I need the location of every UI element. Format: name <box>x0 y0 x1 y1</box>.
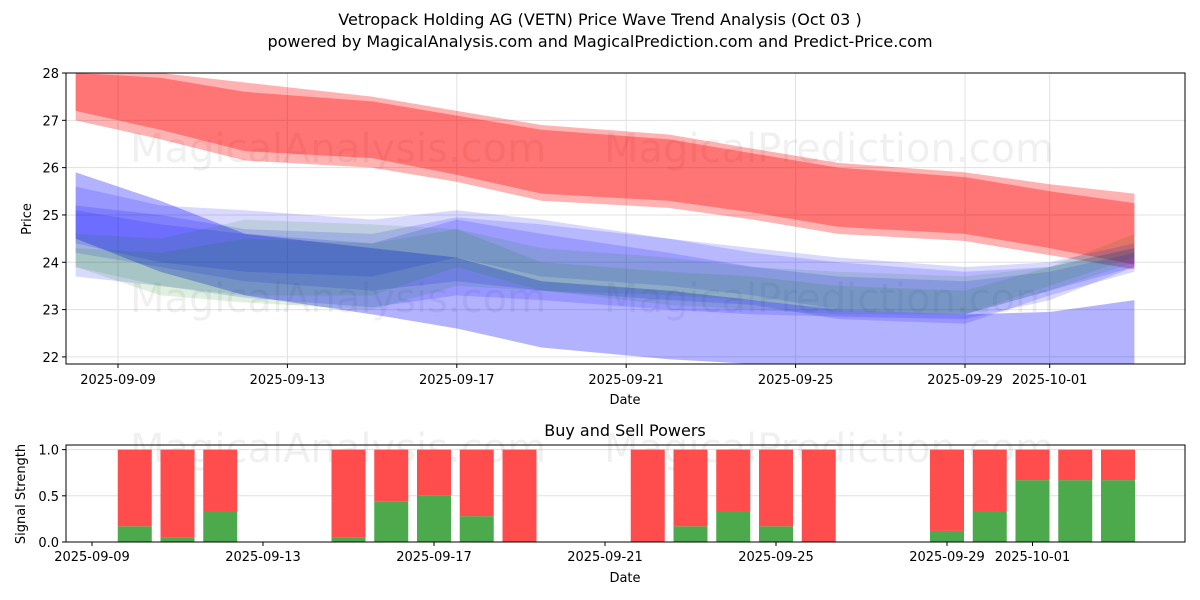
price-y-ticks: 22 23 24 25 26 27 28 <box>42 67 66 366</box>
band-red-outer <box>75 73 1135 270</box>
sell-bar <box>502 449 537 542</box>
sell-bar <box>1015 449 1050 481</box>
sell-bar <box>160 449 195 538</box>
price-x-tick-label: 2025-10-01 <box>1012 373 1088 388</box>
buy-bar <box>331 537 366 542</box>
sell-bar <box>801 449 836 542</box>
price-y-tick-label: 24 <box>42 256 59 271</box>
sell-bar <box>673 449 708 527</box>
sell-bar <box>374 449 409 502</box>
signal-plot-frame <box>65 444 1186 543</box>
buy-bar <box>1058 480 1093 542</box>
sell-bar <box>930 449 964 531</box>
signal-y-tick-label: 1.0 <box>38 444 59 459</box>
sell-bar <box>203 449 238 512</box>
signal-x-axis-label: Date <box>609 571 640 586</box>
signal-y-axis-label: Signal Strength <box>14 444 29 544</box>
sell-bar <box>1101 449 1135 481</box>
sell-bar <box>1058 449 1093 481</box>
buy-bar <box>117 526 152 542</box>
band-red-inner <box>75 73 1135 265</box>
price-bands <box>75 73 1135 364</box>
price-x-tick-label: 2025-09-29 <box>927 373 1003 388</box>
buy-bar <box>160 537 195 542</box>
band-blue-wide <box>75 172 1135 364</box>
buy-bar <box>759 526 793 542</box>
price-x-tick-label: 2025-09-13 <box>250 373 326 388</box>
sell-bar <box>716 449 751 512</box>
signal-y-tick-label: 0.5 <box>38 490 59 505</box>
signal-chart-title: Buy and Sell Powers <box>544 421 706 440</box>
watermark-prediction-top: MagicalPrediction.com <box>604 126 1054 172</box>
price-y-tick-label: 26 <box>42 162 59 177</box>
price-x-tick-label: 2025-09-09 <box>80 373 156 388</box>
buy-bar <box>374 501 409 542</box>
price-y-tick-label: 22 <box>42 351 59 366</box>
price-x-axis-label: Date <box>609 393 640 408</box>
price-y-tick-label: 27 <box>42 114 59 129</box>
buy-bar <box>459 516 494 542</box>
chart-subtitle: powered by MagicalAnalysis.com and Magic… <box>267 32 933 51</box>
signal-x-tick-label: 2025-09-17 <box>396 550 472 565</box>
band-blue-3 <box>75 210 1135 315</box>
price-chart: MagicalAnalysis.com MagicalPrediction.co… <box>20 67 1186 408</box>
watermark-analysis-bottom: MagicalAnalysis.com <box>130 276 546 322</box>
price-y-tick-label: 28 <box>42 67 59 82</box>
price-x-tick-label: 2025-09-25 <box>758 373 834 388</box>
signal-x-tick-label: 2025-09-29 <box>909 550 985 565</box>
watermark-prediction-bottom: MagicalPrediction.com <box>604 276 1054 322</box>
signal-chart: Buy and Sell Powers MagicalAnalysis.com … <box>14 421 1186 586</box>
sell-bar <box>417 449 451 496</box>
buy-bar <box>673 526 708 542</box>
chart-title: Vetropack Holding AG (VETN) Price Wave T… <box>338 10 862 29</box>
band-green-2 <box>75 229 1135 315</box>
price-y-tick-label: 23 <box>42 304 59 319</box>
buy-bar <box>972 511 1007 542</box>
signal-x-tick-label: 2025-09-21 <box>567 550 643 565</box>
buy-bar <box>1015 480 1050 542</box>
sell-bar <box>972 449 1007 512</box>
signal-y-ticks: 0.0 0.5 1.0 <box>38 444 66 551</box>
buy-bar <box>203 511 238 542</box>
watermark-analysis-top: MagicalAnalysis.com <box>130 126 546 172</box>
band-blue-1 <box>75 186 1135 320</box>
signal-x-tick-label: 2025-09-13 <box>225 550 301 565</box>
signal-x-tick-label: 2025-09-09 <box>54 550 130 565</box>
signal-x-tick-label: 2025-10-01 <box>995 550 1071 565</box>
price-y-axis-label: Price <box>20 203 35 235</box>
signal-x-tick-label: 2025-09-25 <box>738 550 814 565</box>
price-y-tick-label: 25 <box>42 209 59 224</box>
signal-y-tick-label: 0.0 <box>38 536 59 551</box>
signal-bars <box>117 449 1135 542</box>
sell-bar <box>117 449 152 527</box>
buy-bar <box>716 511 751 542</box>
signal-x-ticks: 2025-09-09 2025-09-13 2025-09-17 2025-09-21… <box>54 542 1070 565</box>
sell-bar <box>630 449 665 542</box>
price-x-tick-label: 2025-09-17 <box>419 373 495 388</box>
band-green-1 <box>75 219 1135 315</box>
buy-bar <box>417 495 451 542</box>
price-x-ticks: 2025-09-09 2025-09-13 2025-09-17 2025-09-21… <box>80 364 1087 388</box>
buy-bar <box>930 530 964 542</box>
sell-bar <box>459 449 494 517</box>
buy-bar <box>1101 480 1135 542</box>
price-plot-frame <box>65 72 1186 365</box>
sell-bar <box>759 449 793 527</box>
sell-bar <box>331 449 366 538</box>
price-x-tick-label: 2025-09-21 <box>588 373 664 388</box>
band-blue-2 <box>75 205 1135 324</box>
